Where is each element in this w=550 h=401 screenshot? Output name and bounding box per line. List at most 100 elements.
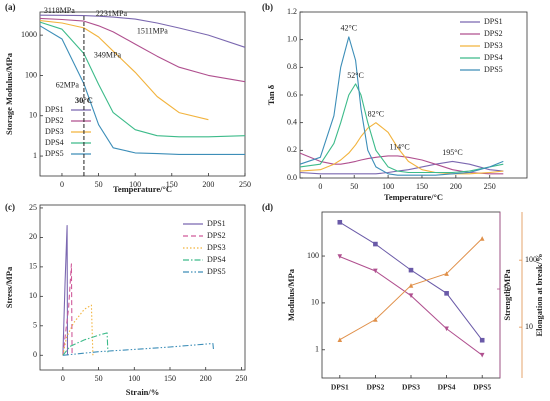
plot-frame	[39, 204, 246, 371]
legend-label: DPS4	[45, 138, 64, 147]
y-tick-label: 10	[29, 111, 37, 120]
series-line	[62, 304, 94, 356]
series-line	[62, 263, 73, 356]
series-line	[62, 225, 69, 356]
y-tick-label: 10	[311, 298, 319, 307]
data-marker	[444, 271, 449, 276]
x-tick-label: 150	[416, 182, 428, 191]
x-tick-label: 250	[484, 182, 496, 191]
x-tick-label: DPS5	[473, 383, 491, 392]
legend-label: DPS4	[207, 255, 226, 264]
x-tick-label: 0	[318, 182, 322, 191]
x-tick-label: 150	[166, 180, 178, 189]
series-line	[299, 160, 504, 175]
y-tick-label: 0.4	[287, 117, 297, 126]
data-marker	[373, 241, 378, 247]
x-tick-label: 50	[95, 180, 103, 189]
data-marker	[337, 219, 343, 225]
x-tick-label: 200	[200, 374, 212, 383]
data-marker	[444, 291, 449, 296]
y-axis-title: Elongation at break/%	[534, 254, 544, 337]
y-tick-label: 0	[33, 350, 37, 359]
legend-label: DPS3	[207, 243, 226, 252]
legend-label: DPS3	[45, 127, 64, 136]
x-axis-title: Strain/%	[126, 387, 160, 397]
panel-label: (d)	[262, 202, 273, 212]
legend-label: DPS1	[45, 105, 64, 114]
annotation: 3118MPa	[44, 6, 75, 15]
annotation: 52°C	[347, 71, 364, 80]
x-tick-label: DPS2	[366, 383, 384, 392]
y-tick-label: 5	[33, 321, 37, 330]
series-line	[39, 25, 245, 155]
series-line	[62, 332, 109, 356]
plot-frame	[39, 11, 246, 177]
data-marker	[373, 317, 378, 322]
data-marker	[408, 283, 414, 288]
series-line	[62, 342, 215, 356]
y-tick-label: 10	[525, 322, 533, 331]
annotation: 2231MPa	[96, 9, 128, 18]
panel-label: (a)	[5, 2, 16, 12]
y-axis-title: Stress/MPa	[4, 266, 14, 308]
x-tick-label: 50	[95, 374, 103, 383]
annotation: 30°C	[75, 95, 93, 105]
legend-label: DPS2	[207, 231, 226, 240]
y-axis-title: Strength/MPa	[502, 269, 512, 321]
data-marker	[337, 254, 343, 259]
legend-label: DPS5	[484, 65, 503, 74]
y-tick-label: 0.8	[287, 62, 297, 71]
series-line	[299, 83, 504, 174]
x-tick-label: 150	[164, 374, 176, 383]
y-tick-label: 0.0	[287, 173, 297, 182]
data-marker	[408, 267, 414, 273]
x-tick-label: 100	[129, 180, 141, 189]
y-tick-label: 1	[315, 345, 319, 354]
panel-label: (b)	[262, 2, 273, 12]
series-line	[39, 21, 246, 138]
legend-label: DPS3	[484, 41, 503, 50]
data-marker	[408, 293, 414, 298]
y-tick-label: 10	[503, 284, 511, 293]
series-line	[299, 36, 504, 176]
panel-label: (c)	[5, 202, 15, 212]
y-tick-label: 100	[307, 251, 319, 260]
y-tick-label: 25	[29, 203, 37, 212]
y-axis-title: Tan δ	[266, 84, 276, 105]
annotation: 1511MPa	[137, 27, 168, 36]
data-marker	[479, 236, 485, 241]
x-tick-label: 0	[60, 180, 64, 189]
x-tick-label: 100	[128, 374, 140, 383]
legend-label: DPS2	[45, 116, 64, 125]
data-marker	[373, 268, 378, 274]
annotation: 82°C	[368, 109, 385, 118]
y-tick-label: 0.6	[287, 90, 297, 99]
series-line	[39, 17, 246, 83]
x-tick-label: 250	[235, 374, 247, 383]
legend-label: DPS5	[45, 149, 64, 158]
x-tick-label: 200	[202, 180, 214, 189]
x-axis-title: Temperature/°C	[113, 184, 172, 194]
data-marker	[444, 326, 449, 332]
x-tick-label: DPS1	[331, 383, 349, 392]
x-axis-title: Temperature/°C	[384, 192, 443, 202]
series-line	[339, 238, 483, 341]
series-line	[339, 221, 483, 341]
legend-label: DPS1	[207, 219, 226, 228]
y-tick-label: 20	[29, 232, 37, 241]
y-tick-label: 100	[525, 255, 537, 264]
x-tick-label: 0	[61, 374, 65, 383]
data-marker	[479, 337, 485, 343]
x-tick-label: DPS4	[438, 383, 456, 392]
data-marker	[337, 337, 343, 342]
legend-label: DPS4	[484, 53, 503, 62]
y-axis-title: Storage Modulus/MPa	[4, 52, 14, 135]
y-tick-label: 1.0	[287, 34, 297, 43]
y-axis-title: Modulus/MPa	[286, 268, 296, 321]
y-tick-label: 100	[25, 70, 37, 79]
legend-label: DPS2	[484, 29, 503, 38]
data-marker	[479, 352, 485, 358]
annotation: 42°C	[341, 24, 358, 33]
y-tick-label: 15	[29, 262, 37, 271]
x-tick-label: 50	[350, 182, 358, 191]
